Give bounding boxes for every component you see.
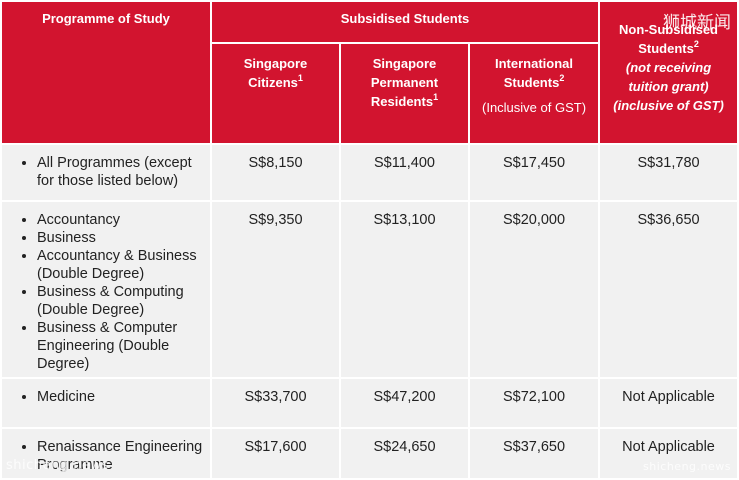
header-nonsub-line1: Non-Subsidised	[619, 22, 718, 37]
fee-international: S$72,100	[470, 379, 599, 427]
header-nonsub-sub1: (not receiving	[625, 60, 712, 75]
fee-citizens: S$8,150	[212, 145, 339, 200]
fee-citizens: S$9,350	[212, 202, 339, 377]
header-international-students: International Students2 (Inclusive of GS…	[470, 44, 599, 143]
table-row: Accountancy Business Accountancy & Busin…	[2, 202, 738, 377]
table-row: Medicine S$33,700 S$47,200 S$72,100 Not …	[2, 379, 738, 427]
footnote-marker: 1	[297, 73, 303, 83]
header-pr-line1: Singapore Permanent	[370, 56, 439, 90]
fee-pr: S$11,400	[341, 145, 468, 200]
programme-cell: Renaissance Engineering Programme	[2, 429, 210, 478]
fee-non-subsidised: Not Applicable	[600, 379, 738, 427]
programme-cell: Accountancy Business Accountancy & Busin…	[2, 202, 210, 377]
header-nonsub-sub2: tuition grant)	[628, 79, 709, 94]
watermark-chinese: 狮城新闻	[663, 13, 731, 33]
watermark-english-right: shicheng.news	[643, 460, 731, 473]
header-pr-residents: Residents	[370, 94, 434, 109]
fee-international: S$20,000	[470, 202, 599, 377]
footnote-marker: 2	[559, 73, 565, 83]
fee-pr: S$47,200	[341, 379, 468, 427]
table-row: All Programmes (except for those listed …	[2, 145, 738, 200]
fee-citizens: S$33,700	[212, 379, 339, 427]
header-non-subsidised: Non-Subsidised Students2 (not receiving …	[600, 2, 738, 143]
header-programme-of-study: Programme of Study	[2, 2, 210, 143]
header-intl-gst: (Inclusive of GST)	[482, 100, 587, 115]
fee-pr: S$13,100	[341, 202, 468, 377]
header-nonsub-students: Students	[638, 41, 694, 56]
header-intl-line1: International	[495, 56, 574, 71]
footnote-marker: 2	[693, 39, 699, 49]
fee-pr: S$24,650	[341, 429, 468, 478]
header-programme-label: Programme of Study	[42, 11, 170, 26]
list-item: Renaissance Engineering Programme	[37, 438, 206, 474]
programme-cell: Medicine	[2, 379, 210, 427]
header-subsidised-label: Subsidised Students	[340, 11, 470, 26]
list-item: Accountancy	[37, 211, 206, 229]
programme-list: Accountancy Business Accountancy & Busin…	[2, 202, 210, 377]
header-subsidised-students: Subsidised Students	[212, 2, 599, 42]
programme-list: Renaissance Engineering Programme	[2, 429, 210, 478]
table-row: Renaissance Engineering Programme S$17,6…	[2, 429, 738, 478]
header-citizens-label: Singapore Citizens	[243, 56, 308, 90]
programme-cell: All Programmes (except for those listed …	[2, 145, 210, 200]
list-item: Business & Computer Engineering (Double …	[37, 319, 206, 373]
fee-citizens: S$17,600	[212, 429, 339, 478]
list-item: Accountancy & Business (Double Degree)	[37, 247, 206, 283]
list-item: Medicine	[37, 388, 206, 406]
list-item: Business & Computing (Double Degree)	[37, 283, 206, 319]
header-nonsub-line2: Students2	[600, 39, 737, 58]
watermark-english-left: shicheng.news	[6, 458, 109, 473]
fee-non-subsidised: S$31,780	[600, 145, 738, 200]
fee-non-subsidised: Not Applicable	[600, 429, 738, 478]
header-nonsub-sub3: (inclusive of GST)	[613, 98, 724, 113]
header-pr-line2: Residents1	[341, 92, 468, 111]
list-item: All Programmes (except for those listed …	[37, 154, 206, 190]
header-intl-students: Students	[503, 75, 560, 90]
list-item: Business	[37, 229, 206, 247]
header-singapore-citizens: Singapore Citizens1	[212, 44, 339, 143]
fee-non-subsidised: S$36,650	[600, 202, 738, 377]
fee-international: S$37,650	[470, 429, 599, 478]
programme-list: All Programmes (except for those listed …	[2, 145, 210, 194]
fee-international: S$17,450	[470, 145, 599, 200]
header-citizens-text: Singapore Citizens1	[212, 54, 339, 92]
footnote-marker: 1	[433, 92, 439, 102]
header-intl-line2: Students2	[470, 73, 598, 92]
programme-list: Medicine	[2, 379, 210, 410]
header-singapore-pr: Singapore Permanent Residents1	[341, 44, 468, 143]
